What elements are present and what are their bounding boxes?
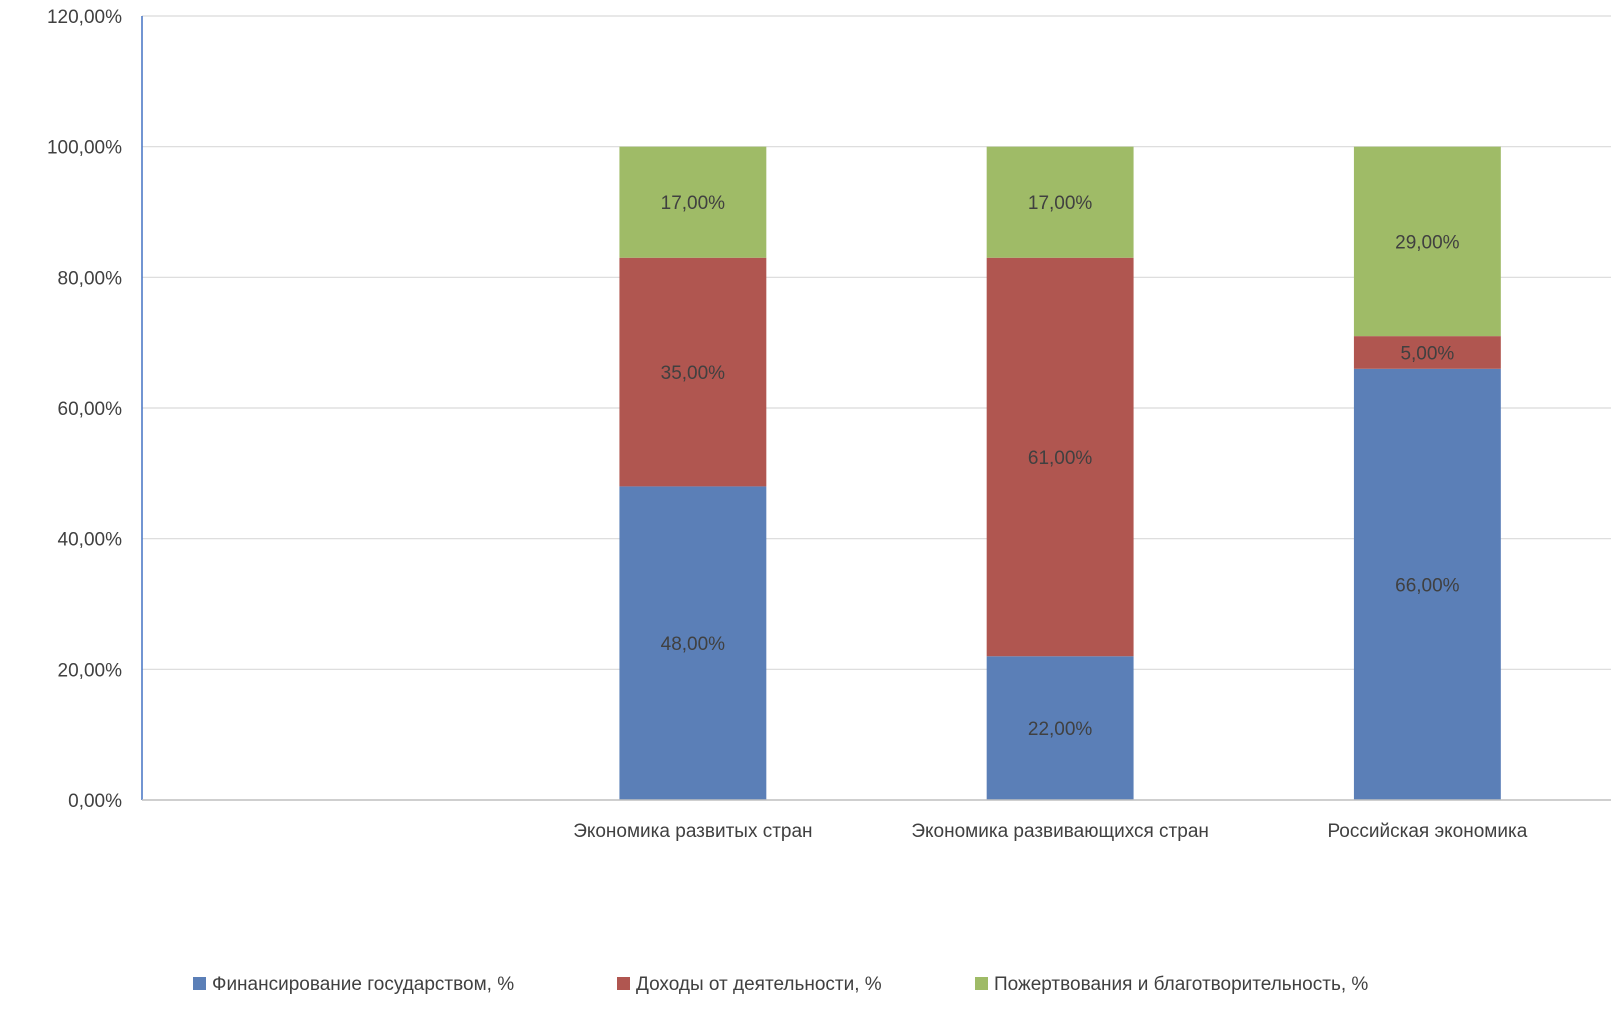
x-category-label: Российская экономика (1327, 821, 1527, 842)
bar-segment (986, 146, 1134, 258)
x-category-label: Экономика развитых стран (573, 821, 812, 842)
legend-label: Финансирование государством, % (212, 974, 514, 995)
y-tick-label: 40,00% (58, 530, 123, 551)
legend-swatch (975, 977, 988, 990)
bar-segment (619, 146, 767, 258)
data-label: 61,00% (1028, 448, 1093, 469)
data-label: 66,00% (1395, 575, 1460, 596)
legend: Финансирование государством, % Доходы от … (193, 974, 1368, 995)
y-tick-label: 80,00% (58, 268, 123, 289)
y-tick-label: 120,00% (47, 7, 122, 28)
data-label: 5,00% (1400, 343, 1454, 364)
bar-segment (1353, 368, 1501, 800)
bar-segment (619, 257, 767, 487)
bar-segment (1353, 336, 1501, 369)
x-category-label: Экономика развивающихся стран (911, 821, 1209, 842)
y-tick-label: 20,00% (58, 660, 123, 681)
data-label: 48,00% (661, 634, 726, 655)
legend-label: Пожертвования и благотворительность, % (994, 974, 1368, 995)
legend-label: Доходы от деятельности, % (636, 974, 882, 995)
data-label: 35,00% (661, 363, 726, 384)
data-label: 29,00% (1395, 232, 1460, 253)
bar-segment (986, 656, 1134, 800)
bar-segment (619, 486, 767, 800)
bar-segment (986, 257, 1134, 657)
bar-segment (1353, 146, 1501, 337)
bars: 48,00% 35,00% 17,00% 22,00% 61,00% 17,00% 66,0… (619, 146, 1501, 800)
data-label: 22,00% (1028, 719, 1093, 740)
legend-swatch (617, 977, 630, 990)
data-label: 17,00% (1028, 193, 1093, 214)
y-tick-label: 100,00% (47, 138, 122, 159)
legend-swatch (193, 977, 206, 990)
y-tick-label: 0,00% (68, 791, 122, 812)
x-axis: Экономика развитых стран Экономика развив… (142, 799, 1611, 842)
data-label: 17,00% (661, 193, 726, 214)
y-axis: 0,00% 20,00% 40,00% 60,00% 80,00% 100,00% 120,… (47, 7, 143, 812)
y-tick-label: 60,00% (58, 399, 123, 420)
